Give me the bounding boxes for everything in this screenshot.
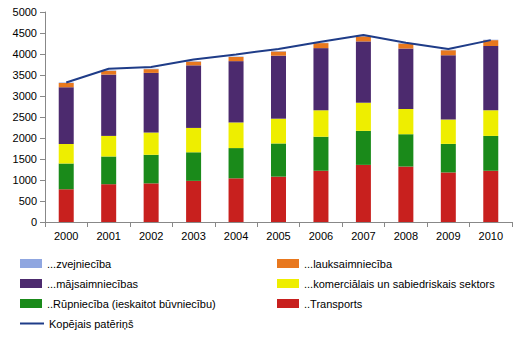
svg-text:2008: 2008 (394, 230, 418, 242)
svg-text:5000: 5000 (13, 6, 37, 18)
svg-text:2007: 2007 (351, 230, 375, 242)
svg-text:...lauksaimniecība: ...lauksaimniecība (304, 258, 393, 270)
svg-text:4500: 4500 (13, 27, 37, 39)
svg-text:...zvejniecība: ...zvejniecība (47, 258, 112, 270)
svg-text:2005: 2005 (266, 230, 290, 242)
svg-text:2001: 2001 (96, 230, 120, 242)
svg-text:...mājsaimniecības: ...mājsaimniecības (47, 278, 139, 290)
svg-text:...komerciālais un sabiedriska: ...komerciālais un sabiedriskais sektors (304, 278, 495, 290)
svg-text:2004: 2004 (224, 230, 248, 242)
svg-text:2009: 2009 (436, 230, 460, 242)
svg-text:Kopējais patēriņš: Kopējais patēriņš (49, 318, 134, 330)
svg-text:2002: 2002 (139, 230, 163, 242)
svg-text:4000: 4000 (13, 48, 37, 60)
svg-text:2006: 2006 (309, 230, 333, 242)
svg-text:2000: 2000 (13, 132, 37, 144)
svg-text:2000: 2000 (54, 230, 78, 242)
svg-text:0: 0 (31, 216, 37, 228)
svg-text:2010: 2010 (479, 230, 503, 242)
svg-text:3500: 3500 (13, 69, 37, 81)
svg-text:1000: 1000 (13, 174, 37, 186)
svg-text:500: 500 (19, 195, 37, 207)
svg-text:3000: 3000 (13, 90, 37, 102)
svg-text:..Transports: ..Transports (304, 298, 363, 310)
svg-text:2003: 2003 (181, 230, 205, 242)
svg-text:..Rūpniecība (ieskaitot būvnie: ..Rūpniecība (ieskaitot būvniecību) (47, 298, 216, 310)
svg-text:1500: 1500 (13, 153, 37, 165)
svg-text:2500: 2500 (13, 111, 37, 123)
